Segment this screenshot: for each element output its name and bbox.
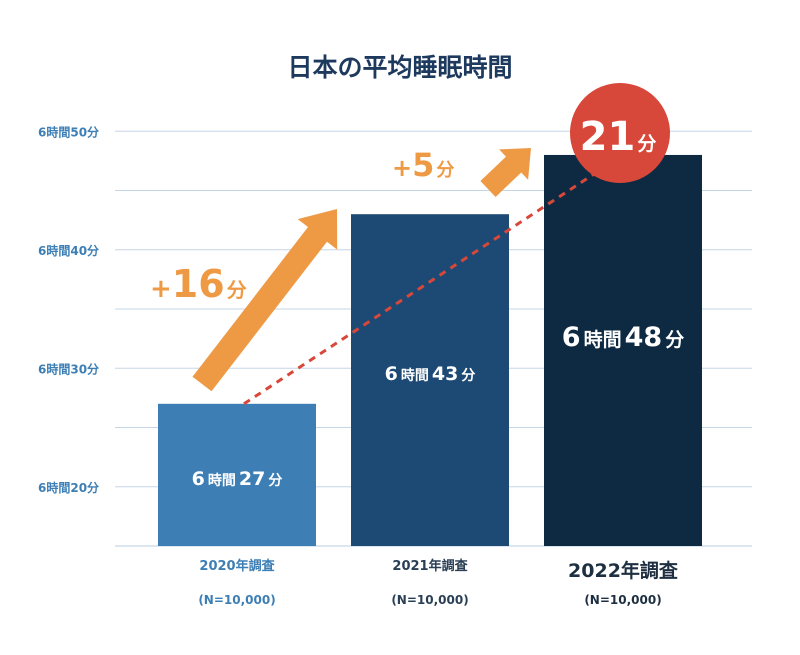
total-increase-label: 21 分	[580, 114, 657, 160]
value-hours-unit: 時間	[208, 472, 236, 489]
increase-unit: 分	[227, 278, 247, 302]
y-tick-label: 6時間40分	[38, 243, 99, 258]
trend-dashed-line	[243, 168, 601, 406]
value-minutes-unit: 分	[665, 329, 684, 351]
bar-2021年調査	[351, 214, 509, 546]
y-tick-label: 6時間50分	[38, 124, 99, 139]
value-hours-unit: 時間	[401, 367, 429, 384]
value-hours: 6	[562, 322, 581, 353]
increase-label: +16 分	[150, 262, 247, 306]
value-minutes: 27	[239, 468, 265, 490]
x-axis-categories: 2020年調査 (N=10,000) 2021年調査 (N=10,000) 2022年調…	[198, 558, 679, 607]
value-labels: +16 分+5 分6 時間 27 分6 時間 43 分6 時間 48 分	[150, 146, 684, 490]
increase-label: +5 分	[392, 146, 454, 184]
sample-size-label: (N=10,000)	[584, 593, 661, 607]
value-hours: 6	[192, 468, 205, 490]
total-increase-value: 21	[580, 114, 636, 160]
y-axis-ticks: 6時間20分 6時間30分 6時間40分 6時間50分	[38, 124, 99, 495]
y-tick-label: 6時間30分	[38, 361, 99, 376]
value-minutes-unit: 分	[268, 473, 282, 489]
increase-arrows	[192, 148, 531, 392]
increase-value: 16	[172, 262, 225, 306]
chart-title: 日本の平均睡眠時間	[287, 53, 512, 82]
category-label: 2020年調査	[199, 558, 275, 574]
total-increase-badge: 21 分	[570, 83, 670, 183]
value-minutes: 43	[432, 363, 458, 385]
increase-value: 5	[412, 146, 434, 184]
category-label: 2022年調査	[568, 559, 679, 582]
total-increase-unit: 分	[637, 133, 656, 155]
sample-size-label: (N=10,000)	[391, 593, 468, 607]
y-tick-label: 6時間20分	[38, 480, 99, 495]
bar-value-label: 6 時間 43 分	[385, 363, 476, 385]
increase-arrow-2022	[480, 148, 531, 197]
bars	[158, 154, 702, 546]
category-label: 2021年調査	[392, 558, 468, 574]
bar-value-label: 6 時間 48 分	[562, 322, 684, 353]
increase-sign: +	[392, 154, 412, 182]
value-minutes: 48	[625, 322, 663, 353]
bar-2022年調査	[544, 154, 702, 546]
value-hours: 6	[385, 363, 398, 385]
value-hours-unit: 時間	[584, 329, 622, 351]
increase-arrow-2021	[192, 209, 338, 392]
bar-2020年調査	[158, 403, 316, 546]
trend-line	[243, 168, 601, 406]
sample-size-label: (N=10,000)	[198, 593, 275, 607]
increase-sign: +	[150, 274, 172, 304]
bar-value-label: 6 時間 27 分	[192, 468, 283, 490]
value-minutes-unit: 分	[461, 368, 475, 384]
total-badge-circle	[570, 83, 670, 183]
increase-unit: 分	[436, 160, 454, 181]
